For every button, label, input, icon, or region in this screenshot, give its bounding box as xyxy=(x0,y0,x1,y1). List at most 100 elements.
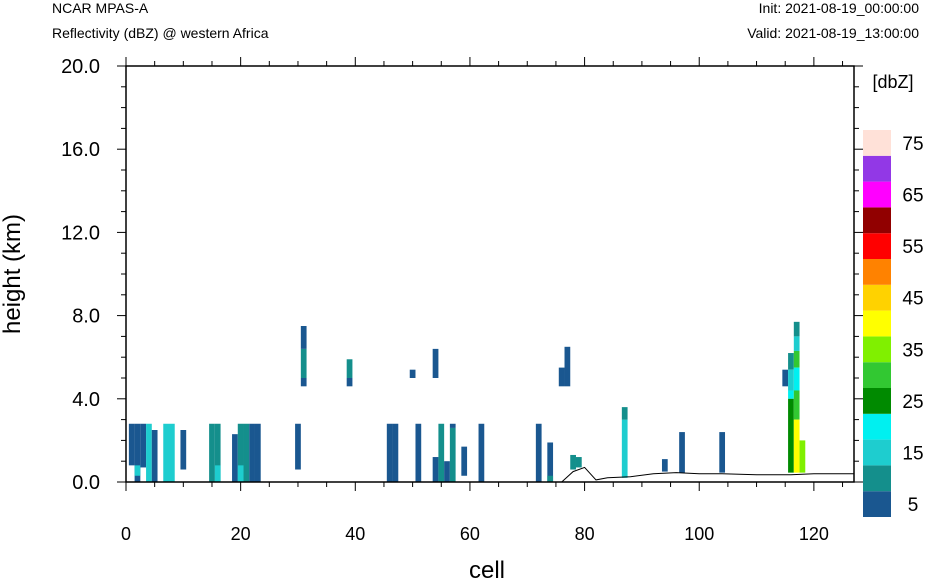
x-tick-label: 80 xyxy=(575,524,595,544)
x-tick-label: 100 xyxy=(684,524,714,544)
reflectivity-cell xyxy=(386,423,393,482)
colorbar-swatch xyxy=(863,336,891,363)
reflectivity-cell xyxy=(793,390,800,420)
x-tick-label: 20 xyxy=(231,524,251,544)
reflectivity-cell xyxy=(661,459,668,472)
reflectivity-cell xyxy=(558,367,565,387)
reflectivity-cell xyxy=(788,390,794,399)
reflectivity-cell xyxy=(788,398,794,473)
reflectivity-cell xyxy=(168,423,175,482)
cells-layer xyxy=(128,321,806,482)
colorbar-swatch xyxy=(863,439,891,466)
y-tick-label: 16.0 xyxy=(61,139,100,161)
y-tick-label: 12.0 xyxy=(61,222,100,244)
reflectivity-cell xyxy=(782,369,789,387)
reflectivity-cell xyxy=(575,457,582,468)
colorbar-swatch xyxy=(863,284,891,311)
reflectivity-cell xyxy=(478,423,485,482)
reflectivity-cell xyxy=(444,461,450,482)
colorbar-label: 25 xyxy=(902,392,923,413)
colorbar-label: 15 xyxy=(902,444,923,465)
reflectivity-cell xyxy=(449,427,456,482)
reflectivity-cell xyxy=(249,423,255,482)
valid-time: Valid: 2021-08-19_13:00:00 xyxy=(747,25,919,41)
reflectivity-cell xyxy=(346,359,353,378)
reflectivity-cell xyxy=(134,423,141,482)
colorbar-title: [dbZ] xyxy=(872,72,913,92)
reflectivity-cell xyxy=(621,407,628,420)
y-tick-label: 8.0 xyxy=(72,306,100,328)
colorbar-swatch xyxy=(863,259,891,285)
reflectivity-cell xyxy=(140,423,147,468)
reflectivity-cell xyxy=(409,369,416,378)
y-axis-label: height (km) xyxy=(0,214,26,334)
reflectivity-cell xyxy=(134,465,141,476)
reflectivity-cell xyxy=(254,423,261,482)
colorbar-swatch xyxy=(863,207,891,234)
reflectivity-cell xyxy=(232,434,238,482)
reflectivity-cell xyxy=(214,465,221,482)
reflectivity-cell xyxy=(146,423,152,482)
reflectivity-cell xyxy=(237,423,244,482)
reflectivity-cell xyxy=(300,378,307,387)
colorbar-swatch xyxy=(863,465,891,492)
model-title: NCAR MPAS-A xyxy=(52,0,149,16)
colorbar-label: 35 xyxy=(902,340,923,361)
field-title: Reflectivity (dBZ) @ western Africa xyxy=(52,25,269,41)
axes-layer: 0 20 40 60 80 100 120 0.0 4.0 8.0 12.0 16.0 20.0 xyxy=(61,56,863,544)
reflectivity-cell xyxy=(788,353,794,370)
colorbar-label: 75 xyxy=(902,134,923,155)
y-tick-label: 4.0 xyxy=(72,389,100,411)
reflectivity-cell xyxy=(564,346,571,387)
colorbar: 5 15 25 35 45 55 65 75 xyxy=(863,130,924,517)
reflectivity-cell xyxy=(300,348,307,378)
colorbar-label: 45 xyxy=(902,289,923,310)
reflectivity-cell xyxy=(449,423,456,428)
reflectivity-cell xyxy=(719,432,726,473)
y-tick-label: 0.0 xyxy=(72,472,100,494)
reflectivity-cell xyxy=(432,457,439,482)
reflectivity-cell xyxy=(679,432,685,473)
colorbar-swatch xyxy=(863,362,891,388)
reflectivity-cell xyxy=(163,423,169,482)
x-tick-label: 120 xyxy=(799,524,829,544)
colorbar-swatch xyxy=(863,181,891,208)
reflectivity-cell xyxy=(180,430,187,470)
reflectivity-cell xyxy=(793,321,800,337)
reflectivity-cell xyxy=(128,423,135,466)
reflectivity-cell xyxy=(799,440,806,473)
reflectivity-cell xyxy=(151,430,158,482)
colorbar-swatch xyxy=(863,413,891,440)
plot-frame xyxy=(125,65,855,483)
colorbar-swatch xyxy=(863,388,891,414)
reflectivity-cell xyxy=(438,423,445,482)
reflectivity-cell xyxy=(788,369,794,391)
reflectivity-cell xyxy=(570,454,576,470)
reflectivity-cell xyxy=(547,442,554,482)
reflectivity-cell xyxy=(793,350,800,368)
reflectivity-cell xyxy=(209,423,215,482)
reflectivity-cell xyxy=(237,465,244,482)
reflectivity-cell xyxy=(300,326,307,349)
x-tick-label: 40 xyxy=(345,524,365,544)
reflectivity-cell xyxy=(535,423,542,482)
reflectivity-cell xyxy=(461,446,468,476)
reflectivity-cell xyxy=(295,423,301,470)
x-tick-label: 0 xyxy=(121,524,131,544)
colorbar-swatch xyxy=(863,233,891,259)
colorbar-swatch xyxy=(863,491,891,517)
colorbar-label: 65 xyxy=(902,186,923,207)
colorbar-swatch xyxy=(863,310,891,337)
terrain-layer xyxy=(126,466,854,483)
x-tick-label: 60 xyxy=(460,524,480,544)
init-time: Init: 2021-08-19_00:00:00 xyxy=(758,0,919,16)
colorbar-swatch xyxy=(863,155,891,182)
reflectivity-cell xyxy=(392,423,399,482)
colorbar-label: 5 xyxy=(908,495,919,516)
reflectivity-cell xyxy=(621,419,628,478)
reflectivity-cell xyxy=(346,378,353,387)
reflectivity-cell xyxy=(793,419,800,473)
reflectivity-cell xyxy=(243,423,250,482)
colorbar-label: 55 xyxy=(902,237,923,258)
